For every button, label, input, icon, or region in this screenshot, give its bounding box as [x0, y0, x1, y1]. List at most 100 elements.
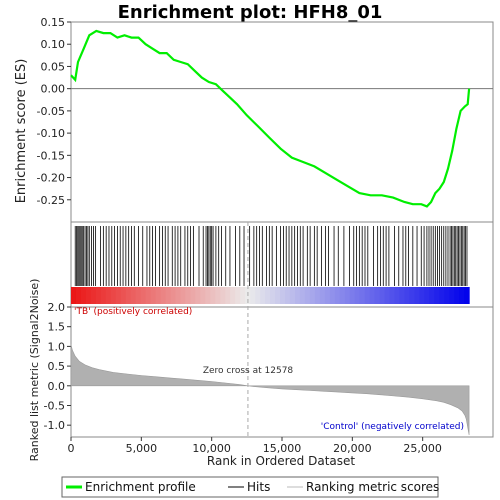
gradient-segment — [324, 287, 331, 304]
zero-cross-label: Zero cross at 12578 — [203, 366, 294, 376]
chart-title: Enrichment plot: HFH8_01 — [118, 2, 383, 23]
x-axis-label: Rank in Ordered Dataset — [207, 454, 355, 468]
gradient-segment — [90, 287, 97, 304]
gradient-segment — [110, 287, 117, 304]
gradient-segment — [265, 287, 271, 304]
gradient-segment — [384, 287, 391, 304]
gradient-segment — [444, 287, 450, 304]
es-y-axis: 0.15 0.10 0.05 0.00 -0.05 -0.10 -0.15 -0.20 -0.2… — [37, 16, 71, 207]
gradient-segment — [459, 287, 465, 304]
metric-y-tick-label: -1.0 — [44, 419, 65, 432]
es-y-tick-label: 0.05 — [41, 60, 66, 73]
gradient-segment — [130, 287, 137, 304]
gradient-segment — [210, 287, 216, 304]
gradient-segment — [449, 287, 455, 304]
metric-y-tick-label: 1.5 — [48, 321, 66, 334]
x-axis: 0 5,000 10,000 15,000 20,000 25,000 — [68, 437, 442, 455]
gradient-segment — [409, 287, 415, 304]
gradient-segment — [200, 287, 206, 304]
gradient-segment — [105, 287, 112, 304]
metric-y-tick-label: -0.5 — [44, 399, 65, 412]
gradient-segment — [394, 287, 401, 304]
gradient-segment — [165, 287, 172, 304]
gradient-segment — [414, 287, 420, 304]
gradient-segment — [304, 287, 311, 304]
gradient-segment — [434, 287, 440, 304]
neg-correlated-label: 'Control' (negatively correlated) — [321, 422, 464, 432]
pos-correlated-label: 'TB' (positively correlated) — [74, 307, 192, 317]
gradient-segment — [140, 287, 147, 304]
x-tick-label: 20,000 — [333, 442, 372, 455]
gradient-segment — [260, 287, 266, 304]
gradient-segment — [155, 287, 162, 304]
gradient-segment — [404, 287, 410, 304]
metric-y-axis: 2.0 1.5 1.0 0.5 0.0 -0.5 -1.0 — [44, 301, 71, 432]
gradient-segment — [255, 287, 261, 304]
gradient-segment — [374, 287, 381, 304]
es-y-tick-label: -0.15 — [37, 149, 65, 162]
gradient-segment — [339, 287, 346, 304]
x-tick-label: 15,000 — [263, 442, 302, 455]
gradient-segment — [289, 287, 296, 304]
gradient-segment — [359, 287, 366, 304]
gradient-segment — [275, 287, 281, 304]
es-curve — [70, 29, 471, 208]
gradient-segment — [270, 287, 276, 304]
gradient-segment — [284, 287, 291, 304]
metric-y-tick-label: 0.0 — [48, 380, 66, 393]
gradient-segment — [309, 287, 316, 304]
gradient-segment — [80, 287, 87, 304]
gradient-segment — [220, 287, 226, 304]
gradient-segment — [389, 287, 396, 304]
gradient-segment — [354, 287, 361, 304]
gradient-segment — [175, 287, 182, 304]
gradient-segment — [85, 287, 92, 304]
metric-y-axis-label: Ranked list metric (Signal2Noise) — [28, 279, 41, 462]
gradient-segment — [464, 287, 470, 304]
es-y-tick-label: -0.25 — [37, 194, 65, 207]
gradient-segment — [344, 287, 351, 304]
gradient-segment — [145, 287, 152, 304]
gradient-segment — [195, 287, 201, 304]
gradient-segment — [369, 287, 376, 304]
metric-area-group — [70, 344, 470, 436]
metric-y-tick-label: 0.5 — [48, 360, 66, 373]
hits-group — [74, 226, 468, 286]
gradient-segment — [205, 287, 211, 304]
es-curve-group — [70, 29, 471, 208]
es-y-tick-label: -0.20 — [37, 172, 65, 185]
gradient-segment — [135, 287, 142, 304]
gradient-segment — [180, 287, 187, 304]
gradient-segment — [75, 287, 82, 304]
gradient-segment — [294, 287, 301, 304]
gradient-segment — [379, 287, 386, 304]
gradient-segment — [160, 287, 167, 304]
es-y-tick-label: 0.15 — [41, 16, 66, 29]
gradient-segment — [125, 287, 132, 304]
gradient-segment — [334, 287, 341, 304]
metric-y-tick-label: 1.0 — [48, 340, 66, 353]
gradient-segment — [120, 287, 127, 304]
gradient-segment — [299, 287, 306, 304]
es-y-tick-label: 0.10 — [41, 38, 66, 51]
gradient-segment — [419, 287, 425, 304]
metric-area — [70, 344, 470, 436]
gradient-segment — [429, 287, 435, 304]
es-panel-frame — [70, 21, 494, 223]
gradient-segment — [250, 287, 256, 304]
gradient-segment — [399, 287, 405, 304]
legend-label: Hits — [247, 480, 270, 494]
gradient-segment — [190, 287, 197, 304]
es-y-axis-label: Enrichment score (ES) — [14, 59, 29, 204]
gradient-segment — [319, 287, 326, 304]
es-y-tick-label: -0.10 — [37, 127, 65, 140]
x-tick-label: 0 — [68, 442, 75, 455]
gradient-segment — [240, 287, 246, 304]
es-y-tick-label: -0.05 — [37, 105, 65, 118]
gradient-segment — [170, 287, 177, 304]
gradient-segment — [329, 287, 336, 304]
gradient-segment — [95, 287, 102, 304]
gradient-segment — [314, 287, 321, 304]
gradient-segment — [230, 287, 236, 304]
